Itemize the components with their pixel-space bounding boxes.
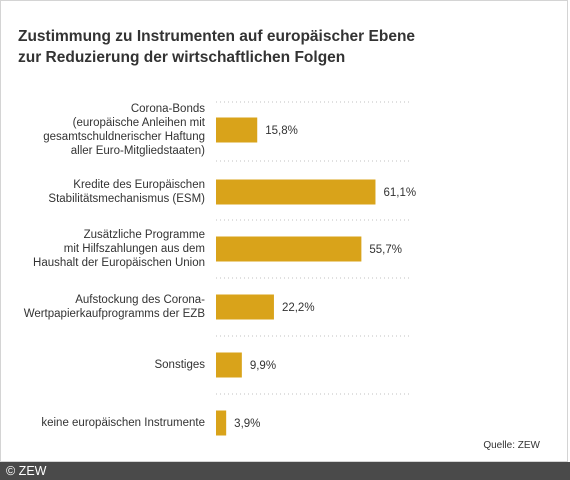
- value-label: 3,9%: [234, 418, 260, 430]
- category-label-line: mit Hilfszahlungen aus dem: [63, 243, 205, 255]
- bar: [216, 236, 362, 262]
- copyright-text: © ZEW: [6, 464, 47, 478]
- value-label: 55,7%: [369, 244, 402, 256]
- category-label-line: Wertpapierkaufprogramms der EZB: [23, 308, 205, 320]
- category-label: Sonstiges: [154, 358, 205, 372]
- category-label: keine europäischen Instrumente: [41, 416, 205, 430]
- chart-title-line-1: Zustimmung zu Instrumenten auf europäisc…: [18, 28, 416, 45]
- category-label: Corona-Bonds (europäische Anleihen mit ges…: [43, 102, 205, 158]
- chart-frame: [0, 0, 568, 462]
- category-label: Zusätzliche Programme mit Hilfszahlungen …: [33, 228, 205, 270]
- chart-title-line-2: zur Reduzierung der wirtschaftlichen Fol…: [18, 49, 346, 66]
- category-label: Aufstockung des Corona- Wertpapierkaufpro…: [24, 293, 205, 321]
- bar: [216, 294, 274, 320]
- category-label-line: (europäische Anleihen mit: [72, 117, 205, 129]
- category-label-line: Zusätzliche Programme: [83, 229, 205, 241]
- bar: [216, 352, 242, 378]
- category-label-line: Stabilitätsmechanismus (ESM): [48, 193, 205, 205]
- bar: [216, 117, 258, 143]
- value-label: 9,9%: [250, 360, 276, 372]
- category-label-line: Corona-Bonds: [130, 103, 205, 115]
- chart-title: Zustimmung zu Instrumenten auf europäisc…: [18, 26, 548, 68]
- category-label-line: Kredite des Europäischen: [73, 179, 205, 191]
- value-label: 61,1%: [383, 187, 416, 199]
- category-label: Kredite des Europäischen Stabilitätsmecha…: [48, 178, 205, 206]
- category-label-line: Aufstockung des Corona-: [75, 294, 205, 306]
- bar: [216, 179, 376, 205]
- copyright-bar: © ZEW: [0, 462, 570, 480]
- category-label-line: Sonstiges: [154, 359, 205, 371]
- category-label-line: aller Euro-Mitgliedstaaten): [70, 145, 205, 157]
- bar-chart: 15,8% 61,1% 55,7% 22,2% 9,9% 3,9%: [216, 101, 416, 436]
- source-note: Quelle: ZEW: [483, 440, 540, 451]
- value-label: 15,8%: [265, 125, 298, 137]
- bar: [216, 410, 227, 436]
- value-label: 22,2%: [282, 302, 315, 314]
- category-label-line: keine europäischen Instrumente: [41, 417, 205, 429]
- category-label-line: gesamtschuldnerischer Haftung: [43, 131, 205, 143]
- category-label-line: Haushalt der Europäischen Union: [33, 257, 205, 269]
